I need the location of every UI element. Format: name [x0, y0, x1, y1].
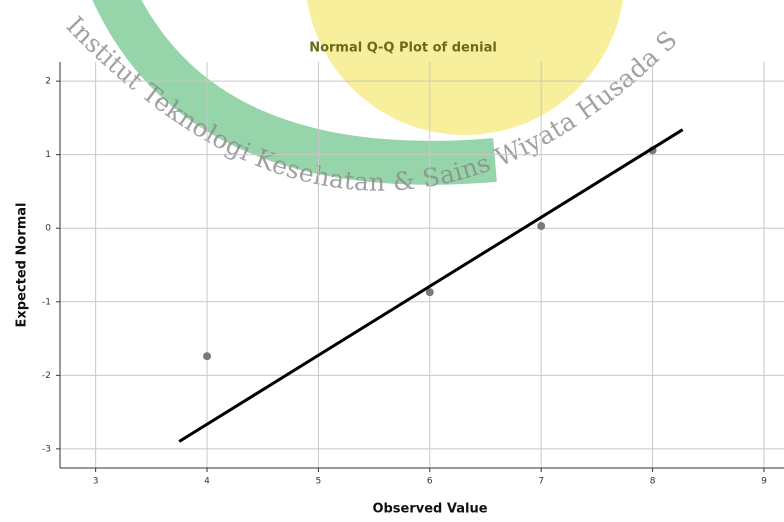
y-tick-label: 1: [45, 150, 51, 160]
x-tick-label: 8: [650, 477, 656, 487]
chart: Institut Teknologi Kesehatan & Sains Wiy…: [0, 0, 784, 522]
y-tick-label: 0: [45, 224, 51, 234]
chart-title: Normal Q-Q Plot of denial: [309, 41, 497, 56]
y-tick-label: -1: [42, 297, 51, 307]
x-tick-label: 3: [93, 477, 99, 487]
x-axis-label: Observed Value: [372, 502, 487, 517]
y-tick-label: -3: [42, 444, 51, 454]
x-tick-label: 4: [204, 477, 210, 487]
y-axis-label: Expected Normal: [15, 203, 30, 328]
x-tick-label: 7: [538, 477, 544, 487]
x-tick-label: 6: [427, 477, 433, 487]
x-tick-label: 9: [761, 477, 767, 487]
y-tick-label: -2: [42, 371, 51, 381]
data-point: [537, 222, 545, 230]
y-tick-label: 2: [45, 77, 51, 87]
x-tick-label: 5: [316, 477, 322, 487]
data-point: [203, 352, 211, 360]
